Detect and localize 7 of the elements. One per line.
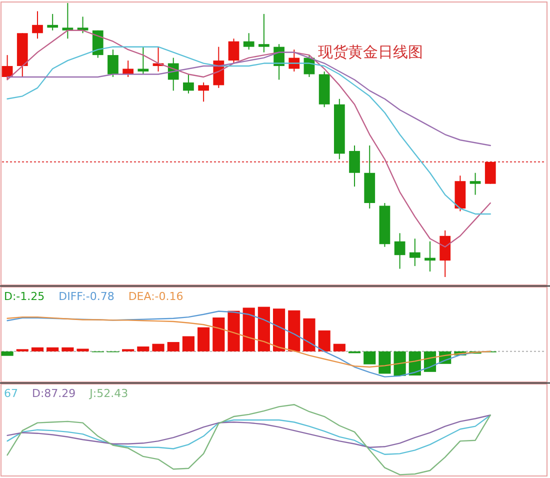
text: J:52.43 [88, 387, 128, 400]
text: D:87.29 [32, 387, 76, 400]
text: 现货黄金日线图 [318, 43, 423, 61]
text: 67 [4, 387, 18, 400]
text: D:-1.25 [4, 290, 45, 303]
series-label: DIFF:-0.78 [58, 290, 114, 303]
series-label: DEA:-0.16 [128, 290, 184, 303]
